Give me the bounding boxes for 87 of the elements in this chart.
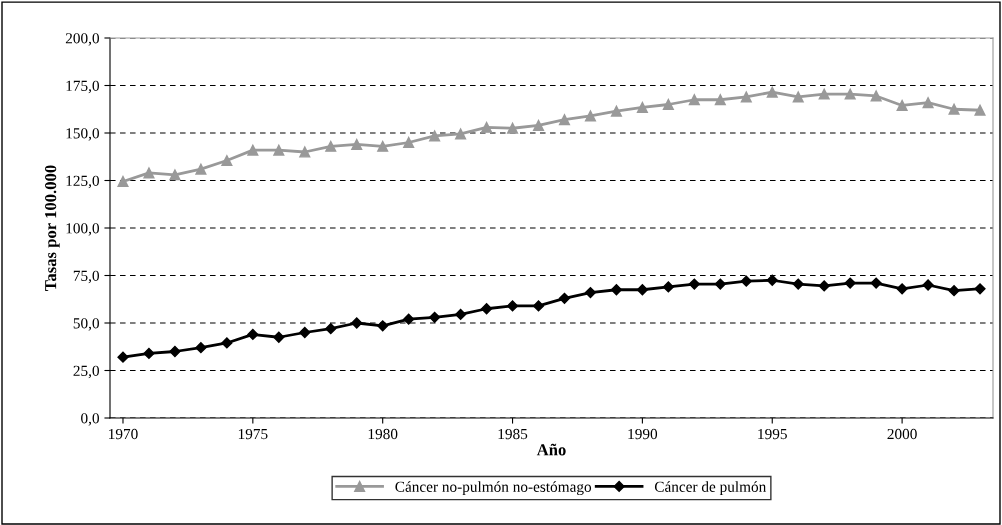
point bbox=[584, 110, 597, 122]
point bbox=[143, 347, 155, 360]
point bbox=[896, 99, 908, 112]
point bbox=[455, 128, 467, 140]
point bbox=[377, 140, 389, 152]
point bbox=[714, 94, 726, 106]
point bbox=[117, 175, 129, 188]
point bbox=[896, 283, 908, 295]
point bbox=[688, 278, 700, 290]
point bbox=[273, 144, 285, 156]
point bbox=[714, 278, 726, 290]
y-tick-label: 25,0 bbox=[73, 365, 99, 379]
point bbox=[532, 300, 545, 312]
point bbox=[974, 283, 986, 295]
point bbox=[922, 97, 934, 109]
point bbox=[974, 104, 986, 116]
x-tick-label: 1990 bbox=[628, 428, 658, 440]
y-tick-label: 200,0 bbox=[65, 33, 99, 46]
point bbox=[195, 163, 207, 175]
legend-label: Cáncer de pulmón bbox=[654, 481, 767, 496]
y-tick-label: 0,0 bbox=[81, 413, 99, 426]
point bbox=[403, 136, 415, 149]
point bbox=[558, 114, 571, 126]
point bbox=[480, 303, 493, 315]
point bbox=[688, 94, 700, 106]
point bbox=[558, 292, 571, 304]
x-tick-label: 1985 bbox=[498, 428, 528, 440]
point bbox=[948, 103, 960, 115]
point bbox=[584, 286, 597, 299]
y-tick-label: 125,0 bbox=[66, 175, 99, 189]
point bbox=[351, 138, 363, 150]
point bbox=[662, 281, 674, 293]
point bbox=[610, 284, 623, 296]
point bbox=[429, 130, 441, 142]
point bbox=[740, 91, 752, 103]
point bbox=[818, 88, 830, 100]
point bbox=[506, 300, 519, 312]
point bbox=[506, 122, 519, 134]
point bbox=[325, 140, 337, 152]
point bbox=[870, 277, 882, 289]
y-tick-label: 50,0 bbox=[73, 318, 99, 331]
point bbox=[740, 275, 752, 287]
point bbox=[766, 274, 778, 286]
point bbox=[299, 146, 311, 158]
point bbox=[610, 105, 622, 117]
point bbox=[403, 313, 415, 325]
point bbox=[195, 342, 207, 354]
point bbox=[481, 121, 493, 133]
point bbox=[454, 308, 467, 321]
point bbox=[844, 88, 856, 100]
point bbox=[870, 90, 882, 102]
y-tick-label: 175,0 bbox=[66, 80, 99, 94]
y-tick-label: 150,0 bbox=[66, 128, 99, 141]
point bbox=[299, 326, 311, 339]
point bbox=[636, 284, 649, 296]
point bbox=[117, 351, 129, 363]
point bbox=[221, 337, 233, 349]
point bbox=[325, 323, 337, 335]
x-tick-label: 1970 bbox=[109, 428, 138, 440]
point bbox=[662, 98, 674, 111]
point bbox=[948, 285, 960, 297]
x-axis-title: Año bbox=[536, 443, 566, 456]
point bbox=[766, 86, 778, 98]
point bbox=[818, 280, 830, 292]
point bbox=[844, 277, 856, 289]
point bbox=[429, 311, 441, 323]
x-tick-label: 1980 bbox=[368, 428, 398, 440]
point bbox=[636, 101, 648, 113]
y-tick-label: 100,0 bbox=[66, 223, 99, 236]
point bbox=[169, 345, 181, 358]
y-axis-title: Tasas por 100.000 bbox=[45, 165, 60, 291]
x-tick-label: 1975 bbox=[238, 428, 268, 440]
legend-label: Cáncer no-pulmón no-estómago bbox=[395, 481, 592, 496]
point bbox=[377, 320, 389, 332]
point bbox=[351, 317, 363, 329]
y-tick-label: 75,0 bbox=[73, 270, 99, 284]
point bbox=[792, 91, 804, 103]
point bbox=[143, 167, 155, 179]
point bbox=[792, 278, 804, 290]
point bbox=[221, 154, 233, 167]
x-tick-label: 2000 bbox=[887, 428, 917, 440]
point bbox=[247, 144, 259, 156]
point bbox=[247, 328, 259, 341]
x-tick-label: 1995 bbox=[758, 428, 787, 440]
point bbox=[273, 331, 285, 343]
point bbox=[169, 169, 181, 181]
point bbox=[532, 119, 545, 131]
